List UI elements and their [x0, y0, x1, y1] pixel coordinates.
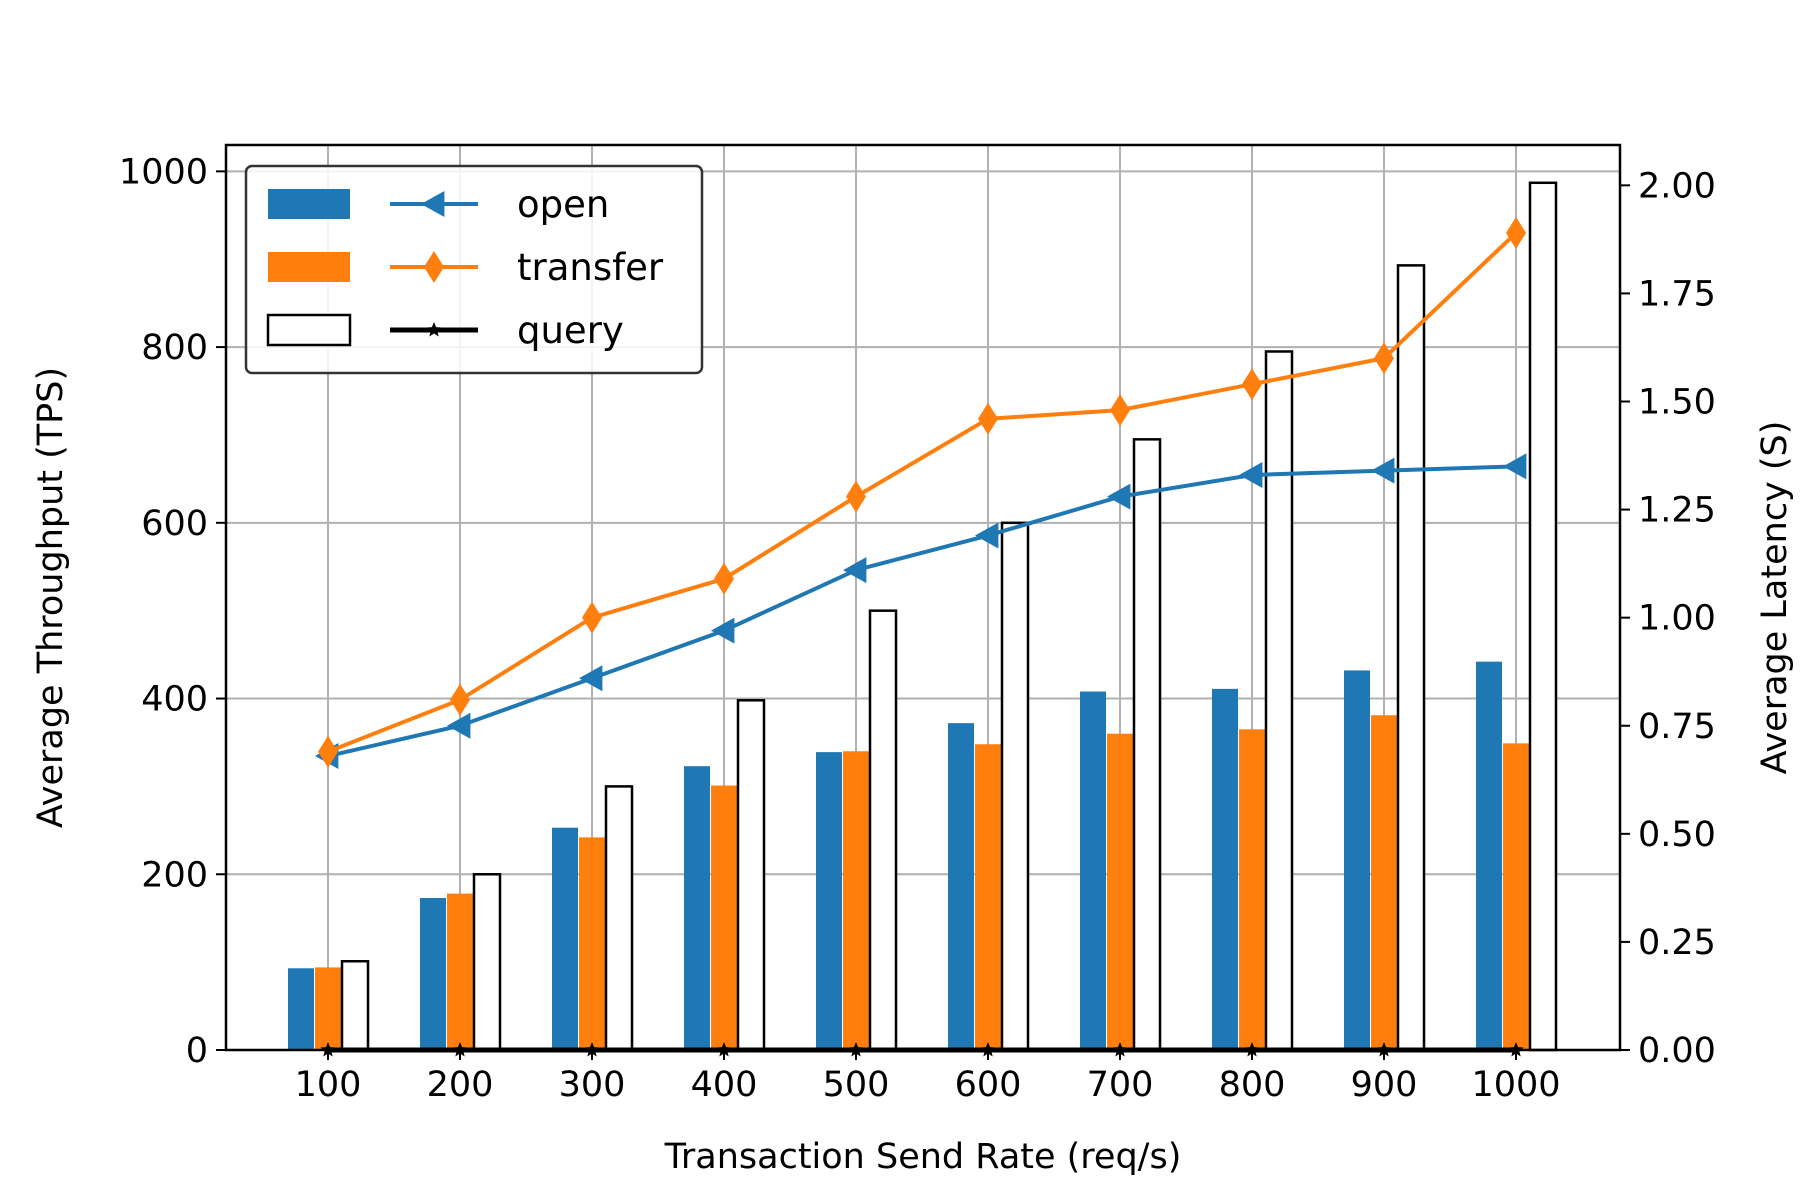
query-bar [604, 785, 634, 1052]
x-tick-label: 900 [1351, 1065, 1418, 1105]
query-bar [736, 699, 766, 1052]
open-bar [816, 752, 842, 1050]
x-tick-label: 100 [295, 1065, 362, 1105]
x-tick-label: 200 [427, 1065, 494, 1105]
query-legend-bar-swatch [266, 313, 352, 347]
x-tick-label: 800 [1219, 1065, 1286, 1105]
x-tick-label: 500 [823, 1065, 890, 1105]
open-latency-point [843, 557, 867, 584]
open-legend-bar-swatch [268, 189, 350, 219]
y-axis-label: Average Throughput (TPS) [31, 367, 71, 828]
open-bar [1344, 670, 1370, 1050]
query-legend-label: query [517, 309, 624, 352]
transfer-latency-line [327, 231, 1518, 754]
transfer-bar [447, 893, 473, 1050]
open-legend-label: open [517, 183, 609, 226]
axis-ticks: 100 200 300 400 500 600 700 800 900 1000 0 200 400 60… [119, 152, 1716, 1105]
query-bar [1264, 350, 1294, 1052]
legend-box [244, 164, 704, 375]
transfer-latency-point [318, 735, 338, 768]
open-bar [1212, 688, 1238, 1050]
open-latency-point [447, 712, 471, 739]
open-latency-point [579, 665, 603, 692]
transfer-latency-point [978, 402, 998, 435]
y2-tick-label: 0.25 [1638, 923, 1716, 963]
transfer-bar [315, 967, 341, 1050]
legend: open transfer query [244, 164, 704, 375]
y2-tick-label: 1.00 [1638, 599, 1716, 639]
transfer-bar [1503, 743, 1529, 1050]
transfer-bar [711, 785, 737, 1050]
transfer-bar [1107, 733, 1133, 1050]
query-bar [1132, 438, 1162, 1052]
y-tick-label: 0 [186, 1031, 208, 1071]
open-latency-line [327, 464, 1517, 758]
open-latency-point [1107, 483, 1131, 510]
plot-frame [224, 143, 1622, 1052]
transfer-bar [1239, 729, 1265, 1050]
transfer-legend-bar-swatch [268, 252, 350, 282]
x-tick-label: 600 [955, 1065, 1022, 1105]
open-latency-point [975, 522, 999, 549]
y2-tick-label: 1.75 [1638, 274, 1716, 314]
open-latency-point [711, 617, 735, 644]
open-legend-marker [421, 191, 445, 217]
transfer-legend-label: transfer [517, 246, 664, 289]
transfer-bar [1371, 715, 1397, 1050]
x-tick-label: 700 [1087, 1065, 1154, 1105]
open-bar [552, 827, 578, 1050]
open-bar [1080, 691, 1106, 1050]
y-tick-label: 600 [141, 504, 208, 544]
y-tick-label: 400 [141, 680, 208, 720]
transfer-bar [579, 837, 605, 1050]
y2-tick-label: 1.50 [1638, 383, 1716, 423]
y2-tick-label: 2.00 [1638, 166, 1716, 206]
transfer-latency-point [846, 480, 866, 513]
open-bar [1476, 661, 1502, 1050]
y-tick-label: 800 [141, 328, 208, 368]
query-bar [472, 873, 502, 1052]
open-bar [288, 968, 314, 1050]
query-bar [1528, 181, 1558, 1052]
query-bar [1000, 521, 1030, 1052]
transfer-latency-point [714, 562, 734, 595]
y2-axis-label: Average Latency (S) [1755, 421, 1795, 775]
x-tick-label: 300 [559, 1065, 626, 1105]
y2-tick-label: 0.75 [1638, 707, 1716, 747]
open-latency-point [1239, 461, 1263, 488]
y2-tick-label: 1.25 [1638, 491, 1716, 531]
transfer-bar [843, 751, 869, 1050]
transfer-latency-point [1374, 342, 1394, 375]
transfer-latency-point [1242, 368, 1262, 401]
query-legend-marker [426, 322, 442, 337]
x-tick-label: 400 [691, 1065, 758, 1105]
open-latency-point [1371, 457, 1395, 484]
query-bar [340, 960, 370, 1052]
x-tick-label: 1000 [1471, 1065, 1560, 1105]
transfer-latency-point [450, 683, 470, 716]
y2-tick-label: 0.50 [1638, 815, 1716, 855]
y-tick-label: 200 [141, 855, 208, 895]
x-axis-label: Transaction Send Rate (req/s) [664, 1137, 1182, 1177]
transfer-legend-marker [424, 251, 444, 283]
transfer-bar [975, 744, 1001, 1050]
open-bar [948, 723, 974, 1050]
query-bar [868, 609, 898, 1052]
latency-lines [315, 216, 1527, 1057]
query-bar [1396, 264, 1426, 1052]
y-tick-label: 1000 [119, 152, 208, 192]
throughput-bars [288, 181, 1558, 1052]
transfer-latency-point [1110, 394, 1130, 427]
open-latency-point [1503, 453, 1527, 480]
transfer-latency-point [582, 601, 602, 634]
open-bar [684, 766, 710, 1050]
y2-tick-label: 0.00 [1638, 1031, 1716, 1071]
open-bar [420, 897, 446, 1050]
transfer-latency-point [1506, 216, 1526, 249]
